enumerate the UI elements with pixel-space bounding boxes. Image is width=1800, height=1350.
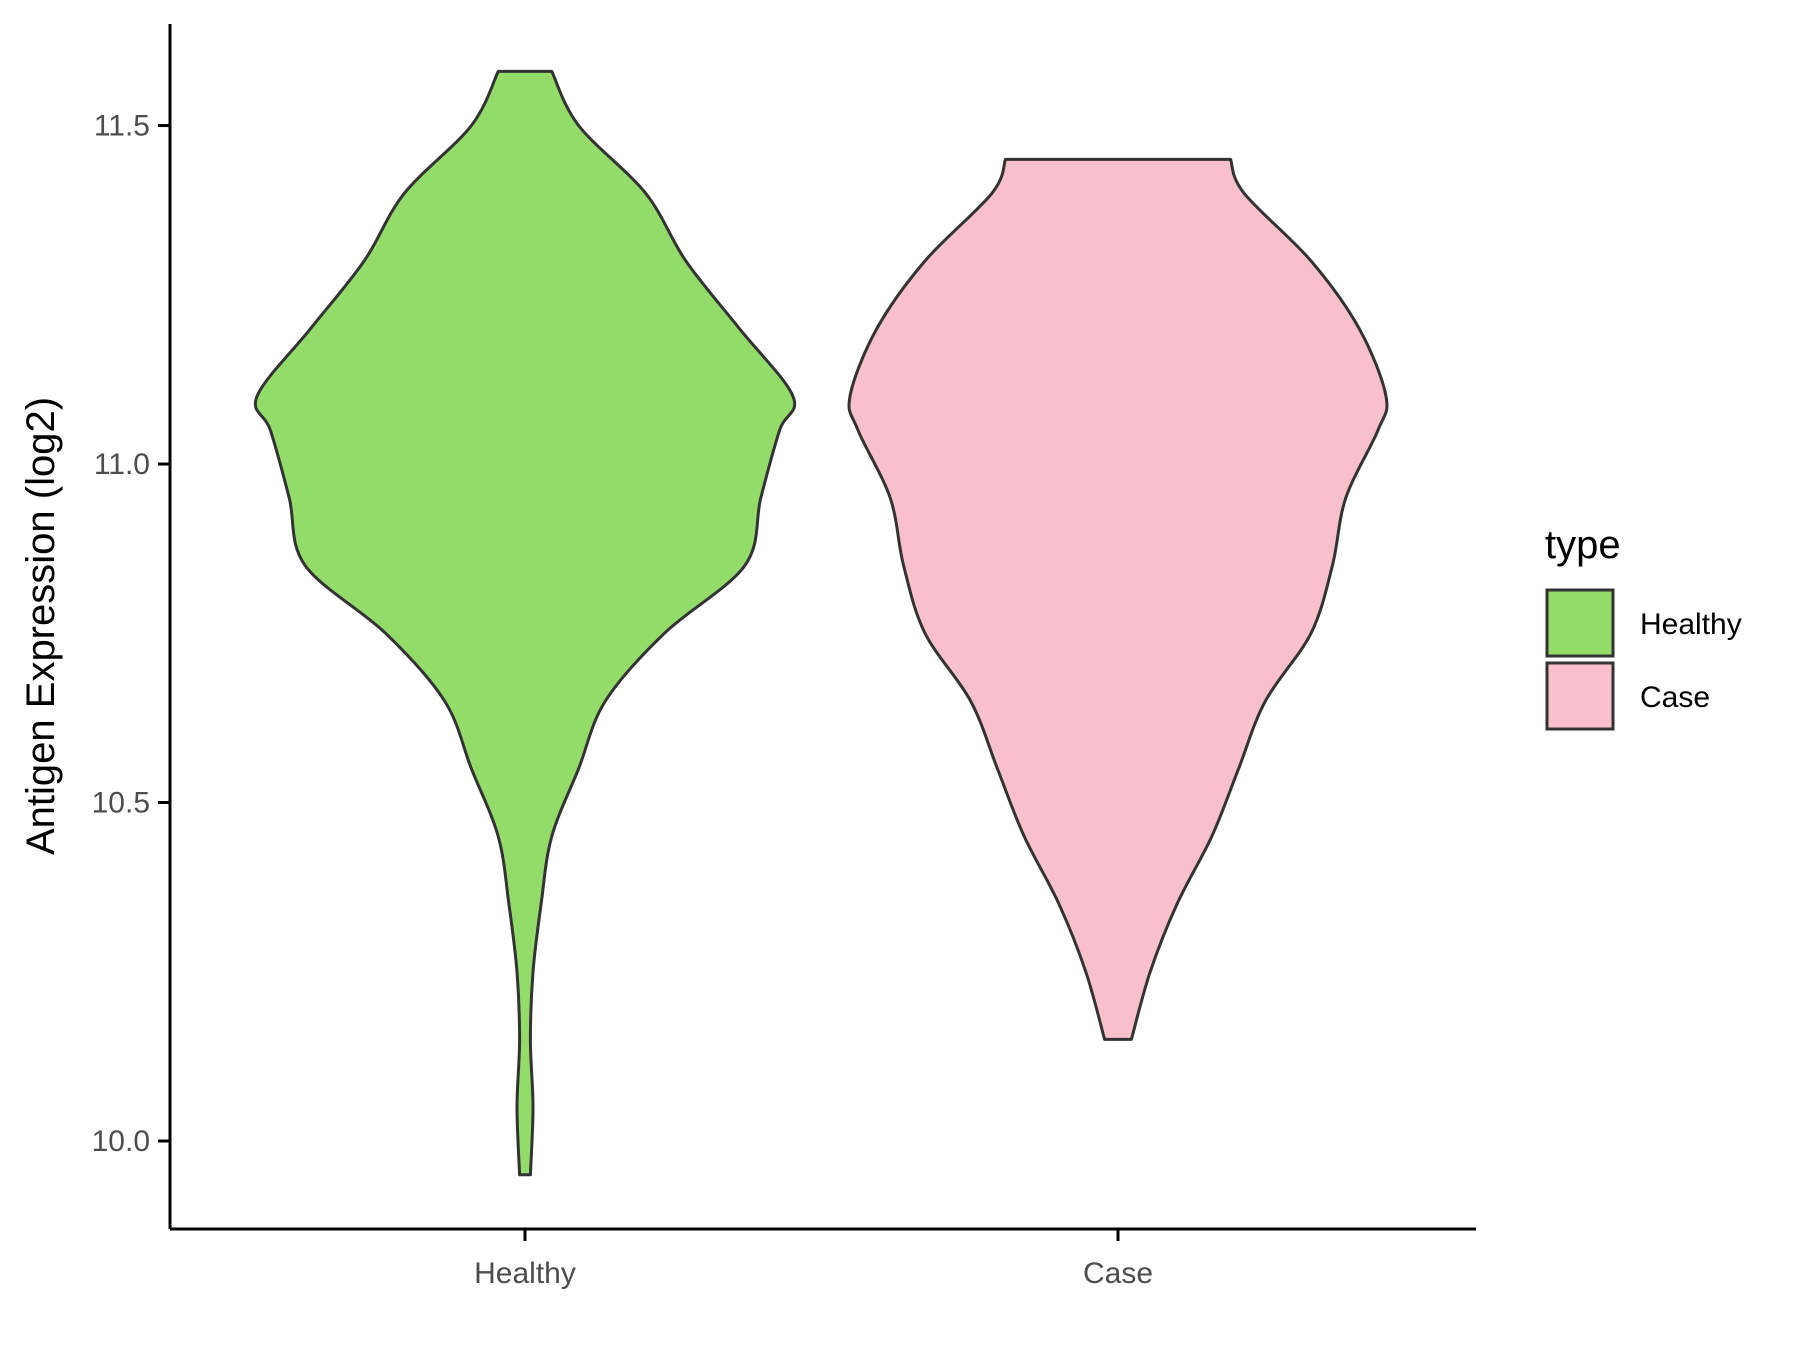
violin-case — [847, 157, 1389, 1041]
y-tick-label: 11.5 — [94, 110, 150, 143]
legend-label-case: Case — [1640, 681, 1710, 714]
legend-label-healthy: Healthy — [1640, 608, 1742, 641]
y-ticks: 10.0 10.5 11.0 11.5 — [92, 110, 170, 1158]
x-tick-label: Healthy — [474, 1257, 576, 1290]
violin-healthy — [253, 69, 797, 1177]
y-axis-title: Antigen Expression (log2) — [19, 397, 63, 855]
legend-key-case — [1545, 661, 1615, 731]
legend-entries: Healthy Case — [1545, 588, 1742, 731]
legend-title: type — [1545, 523, 1621, 567]
legend-key-healthy — [1545, 588, 1615, 658]
x-tick-label: Case — [1083, 1257, 1153, 1290]
y-tick-label: 11.0 — [94, 448, 150, 481]
violins — [253, 69, 1389, 1177]
legend: type Healthy Case — [1545, 523, 1742, 731]
y-tick-label: 10.5 — [92, 787, 150, 820]
x-ticks: Healthy Case — [474, 1229, 1153, 1290]
y-tick-label: 10.0 — [92, 1125, 150, 1158]
plot-area: 10.0 10.5 11.0 11.5 Healthy Case — [92, 24, 1476, 1290]
